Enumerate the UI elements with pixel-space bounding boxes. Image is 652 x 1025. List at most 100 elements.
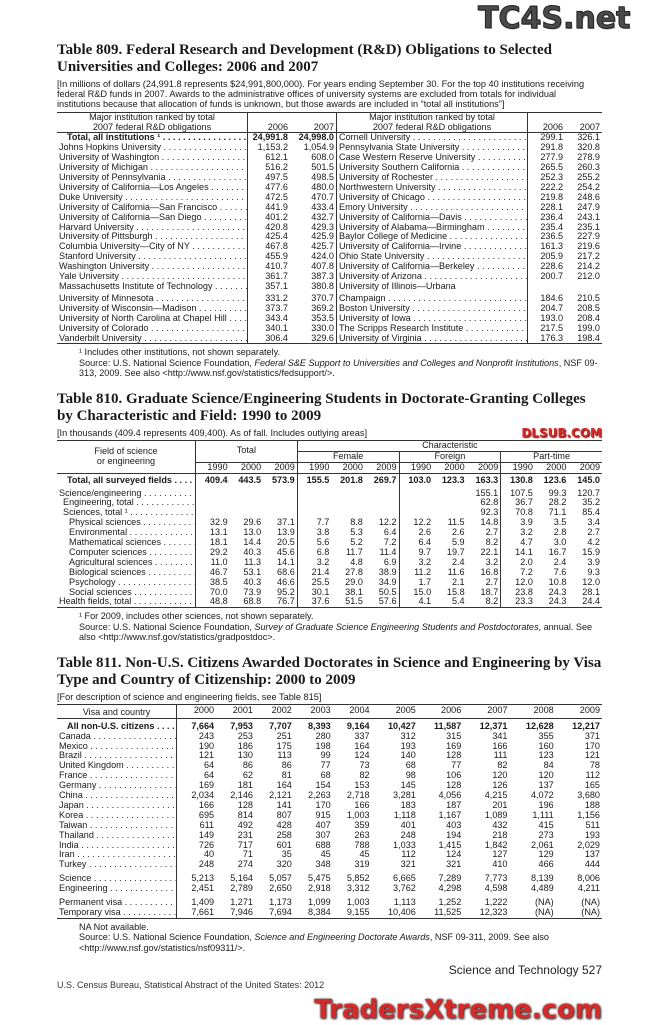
value-cell: 7.6 (553, 566, 567, 577)
value-cell: 2,918 (307, 883, 331, 894)
value-cell: 291.8 (540, 142, 564, 153)
value-cell: 726 (198, 839, 215, 850)
value-cell: 717 (237, 839, 253, 850)
value-cell: 410.7 (265, 261, 288, 272)
value-cell (263, 488, 298, 499)
value-cell: 166 (492, 740, 508, 751)
row-label: University of Alabama—Birmingham (336, 222, 528, 233)
value-cell: 236.5 (540, 231, 564, 242)
value-cell (196, 498, 230, 508)
value-cell: 188 (584, 799, 600, 810)
row-label: United Kingdom (57, 761, 177, 772)
value-cell: 28.1 (582, 586, 600, 597)
column-header-visa-country: Visa and country (57, 704, 177, 719)
value-cell: 38.9 (364, 567, 400, 578)
value-cell: 3,680 (577, 790, 600, 801)
value-cell: 12.0 (582, 576, 600, 587)
row-label: Agricultural sciences (57, 557, 196, 568)
value-cell: 2,789 (230, 883, 253, 894)
value-cell: 2.7 (466, 527, 502, 539)
value-cell: 7,694 (269, 907, 292, 918)
value-cell: 326.1 (577, 132, 600, 143)
value-cell: 183 (400, 799, 416, 810)
column-header-institution-2: Major institution ranked by total 2007 fe… (336, 112, 528, 133)
row-label: Mathematical sciences (57, 538, 196, 548)
value-cell: 22.1 (466, 547, 502, 558)
value-cell: 164 (354, 740, 370, 751)
value-cell: 5.3 (350, 527, 363, 538)
value-cell: 340.1 (265, 322, 288, 333)
table-row: Total, all institutions ¹24,991.824,998.… (57, 132, 602, 144)
row-label: Environmental (57, 528, 196, 539)
value-cell: 5,475 (307, 873, 331, 884)
value-cell: 141 (276, 799, 292, 810)
column-header-year: 2009 (364, 462, 400, 474)
value-cell: 124 (446, 849, 462, 860)
value-cell: 2.6 (451, 527, 465, 538)
table-row: Brazil 121 130 113 99 124 140 128 111 123 121 (57, 750, 602, 762)
row-label: Canada (57, 731, 177, 742)
value-cell: 32.9 (209, 517, 228, 528)
row-label: Health fields, total (57, 597, 196, 608)
value-cell: 193 (584, 829, 600, 840)
value-cell: 7,661 (191, 907, 215, 918)
value-cell: 170 (584, 740, 600, 751)
row-label: Duke University (57, 192, 248, 203)
value-cell: 247.9 (577, 201, 600, 212)
value-cell: 98 (405, 770, 416, 781)
value-cell: 145.0 (577, 474, 600, 485)
value-cell: 6.4 (418, 537, 432, 548)
value-cell: 95.2 (263, 587, 298, 598)
row-label: University of Rochester (336, 173, 528, 183)
row-label: University of North Carolina at Chapel H… (57, 313, 248, 324)
value-cell: 13.1 (209, 527, 228, 538)
table-row: Physical sciences32.929.637.17.78.812.21… (57, 517, 602, 529)
value-cell: 4,072 (530, 790, 554, 801)
page-section-number: Science and Technology 527 (448, 963, 602, 978)
value-cell: 1,089 (484, 809, 508, 820)
value-cell: 4.8 (350, 556, 363, 567)
value-cell: 331.2 (265, 292, 288, 303)
table-row: Iran 40 71 35 45 45 112 124 127 129 137 (57, 849, 602, 861)
value-cell: 124 (354, 750, 370, 761)
value-cell: 5,164 (230, 873, 253, 884)
column-header-year: 2006 (441, 704, 462, 715)
value-cell: 227.9 (577, 231, 600, 242)
value-cell: 145 (400, 780, 416, 791)
value-cell: 176.3 (540, 332, 564, 343)
column-header-year: 2009 (579, 704, 600, 715)
source-note: Source: U.S. National Science Foundation… (79, 621, 593, 643)
row-label: Turkey (57, 860, 177, 871)
value-cell: 4,598 (484, 883, 508, 894)
value-cell: 8.2 (466, 596, 502, 608)
value-cell (399, 489, 433, 499)
value-cell: 137 (538, 780, 554, 791)
table-row: United Kingdom 64 86 86 77 73 68 77 82 84 78 (57, 760, 602, 772)
value-cell: 359 (354, 819, 370, 830)
value-cell: 4,215 (484, 790, 508, 801)
value-cell: 3.2 (316, 556, 330, 567)
value-cell: 11.5 (447, 517, 465, 528)
column-header-year: 2007 (487, 704, 508, 715)
column-header-2006-2: 2006 (542, 121, 564, 132)
row-label: University of Michigan (57, 163, 248, 174)
value-cell: 254.2 (577, 181, 600, 192)
value-cell: 154 (315, 780, 331, 791)
value-cell: 277.9 (540, 152, 564, 163)
value-cell: 155.1 (466, 488, 502, 499)
value-cell: 6,665 (393, 873, 416, 884)
row-label: Taiwan (57, 820, 177, 831)
value-cell: 343.4 (265, 312, 288, 323)
value-cell: 5.4 (451, 596, 465, 607)
value-cell: 2.1 (451, 576, 465, 587)
value-cell: 12,628 (525, 720, 554, 731)
value-cell: 15.9 (582, 546, 600, 557)
value-cell: (NA) (535, 897, 554, 908)
row-label: Pennsylvania State University (336, 143, 528, 154)
row-label: Computer sciences (57, 547, 196, 558)
value-cell: 71.1 (548, 507, 567, 518)
value-cell: 201 (492, 799, 508, 810)
table-row: All non-U.S. citizens 7,664 7,953 7,707 8,39… (57, 718, 602, 732)
value-cell: 1,173 (269, 897, 292, 908)
